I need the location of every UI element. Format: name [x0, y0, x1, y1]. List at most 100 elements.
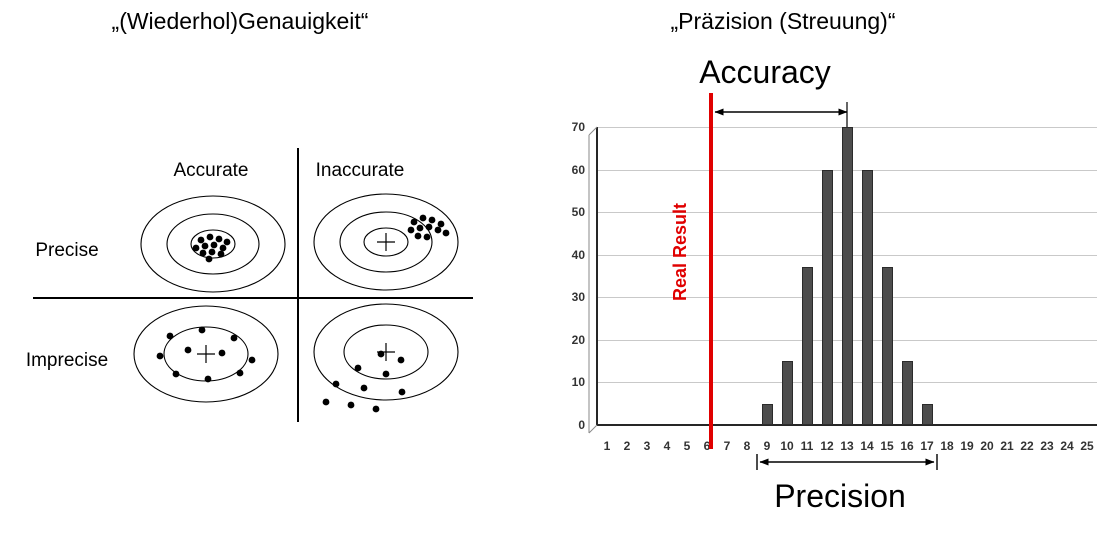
right-panel-title: „Präzision (Streuung)“: [670, 8, 896, 34]
x-tick-label: 13: [840, 439, 854, 453]
scatter-dot: [201, 242, 209, 250]
target-ring: [313, 303, 459, 401]
target-ring: [133, 305, 279, 403]
scatter-dot: [423, 233, 431, 241]
scatter-dot: [377, 350, 385, 358]
scatter-dot: [198, 326, 206, 334]
scatter-dot: [398, 388, 406, 396]
scatter-dot: [354, 364, 362, 372]
x-tick-label: 6: [703, 439, 711, 453]
y-tick-label: 10: [571, 375, 585, 390]
y-tick-label: 50: [571, 205, 585, 220]
scatter-dot: [236, 369, 244, 377]
scatter-dot: [372, 405, 380, 413]
x-tick-label: 2: [623, 439, 631, 453]
scatter-dot: [382, 370, 390, 378]
scatter-dot: [419, 214, 427, 222]
y-tick-label: 60: [571, 162, 585, 177]
bar: [881, 267, 893, 425]
x-tick-label: 5: [683, 439, 691, 453]
target-ring: [166, 213, 260, 275]
y-tick-label: 0: [578, 418, 585, 432]
scatter-dot: [197, 236, 205, 244]
scatter-dot: [205, 255, 213, 263]
scatter-dot: [184, 346, 192, 354]
x-tick-label: 19: [960, 439, 974, 453]
scatter-dot: [217, 250, 225, 258]
accuracy-label: Accuracy: [699, 54, 831, 90]
scatter-dot: [437, 220, 445, 228]
scatter-dot: [347, 401, 355, 409]
target-ring: [339, 211, 433, 273]
scatter-dot: [218, 349, 226, 357]
bar: [761, 403, 773, 425]
target-imprecise-accurate: [133, 305, 279, 403]
scatter-dot: [360, 384, 368, 392]
target-ring: [140, 195, 286, 293]
y-tick-label: 70: [571, 120, 585, 134]
scatter-dot: [208, 248, 216, 256]
x-tick-label: 10: [780, 439, 794, 453]
x-tick-label: 3: [643, 439, 651, 453]
bar: [841, 127, 853, 425]
scatter-dot: [172, 370, 180, 378]
scatter-dot: [199, 249, 207, 257]
scatter-dot: [442, 229, 450, 237]
x-tick-label: 23: [1040, 439, 1054, 453]
target-imprecise-inaccurate: [313, 303, 459, 413]
x-tick-label: 4: [663, 439, 671, 453]
real-result-line: [709, 93, 713, 449]
scatter-dot: [416, 224, 424, 232]
accuracy-precision-diagram: „(Wiederhol)Genauigkeit“ Accurate Inaccu…: [0, 0, 500, 533]
x-tick-label: 15: [880, 439, 894, 453]
bar: [861, 169, 873, 425]
x-axis-line: [597, 424, 1097, 426]
x-tick-label: 25: [1080, 439, 1094, 453]
precision-histogram-panel: „Präzision (Streuung)“ Accuracy 0 10 20 30 4…: [500, 0, 1120, 533]
y-tick-label: 40: [571, 247, 585, 262]
x-tick-label: 22: [1020, 439, 1034, 453]
x-tick-label: 20: [980, 439, 994, 453]
row-label-imprecise: Imprecise: [25, 350, 109, 371]
scatter-dot: [204, 375, 212, 383]
x-tick-label: 12: [820, 439, 834, 453]
x-tick-label: 21: [1000, 439, 1014, 453]
row-label-precise: Precise: [35, 240, 99, 261]
x-tick-label: 8: [743, 439, 751, 453]
horizontal-divider-line: [33, 297, 473, 299]
scatter-dot: [230, 334, 238, 342]
target-ring: [363, 227, 409, 257]
bar: [921, 403, 933, 425]
scatter-dot: [215, 235, 223, 243]
real-result-label: Real Result: [670, 202, 690, 302]
scatter-dot: [223, 238, 231, 246]
scatter-dot: [434, 226, 442, 234]
x-tick-label: 17: [920, 439, 934, 453]
target-precise-inaccurate: [313, 193, 459, 291]
y-tick-label: 30: [571, 290, 585, 305]
x-tick-label: 7: [723, 439, 731, 453]
scatter-dot: [425, 223, 433, 231]
scatter-dot: [248, 356, 256, 364]
x-tick-label: 11: [800, 439, 814, 453]
scatter-dot: [332, 380, 340, 388]
scatter-dot: [410, 218, 418, 226]
y-axis-line: [596, 127, 598, 425]
bar: [821, 169, 833, 425]
axis-wall-3d: [588, 424, 598, 434]
scatter-dot: [156, 352, 164, 360]
target-ring: [343, 324, 429, 380]
bar: [901, 361, 913, 425]
bar: [781, 361, 793, 425]
scatter-dot: [414, 232, 422, 240]
scatter-dot: [192, 244, 200, 252]
x-tick-label: 1: [603, 439, 611, 453]
scatter-dot: [397, 356, 405, 364]
y-tick-label: 20: [571, 332, 585, 347]
scatter-dot: [210, 241, 218, 249]
scatter-dot: [206, 233, 214, 241]
col-header-inaccurate: Inaccurate: [315, 160, 405, 181]
x-tick-label: 18: [940, 439, 954, 453]
vertical-divider-line: [297, 148, 299, 422]
